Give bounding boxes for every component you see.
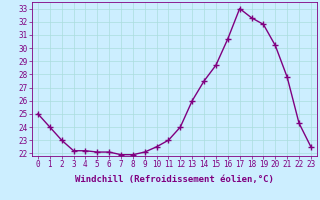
X-axis label: Windchill (Refroidissement éolien,°C): Windchill (Refroidissement éolien,°C) [75, 175, 274, 184]
